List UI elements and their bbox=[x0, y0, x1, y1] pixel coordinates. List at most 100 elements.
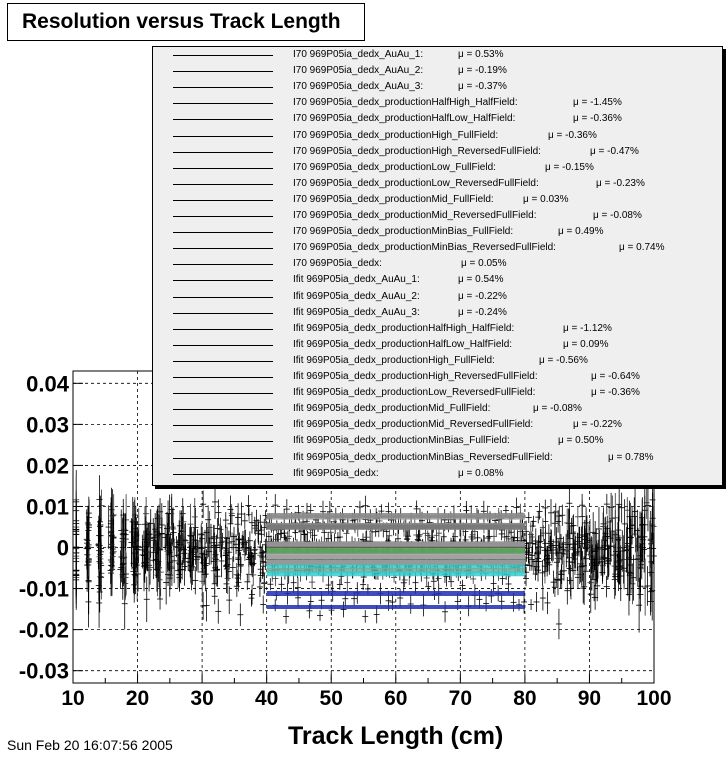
legend-mu-value: μ = -0.22% bbox=[458, 290, 507, 302]
legend-label: I70 969P05ia_dedx_productionHigh_FullFie… bbox=[293, 129, 499, 141]
legend-entry: Ifit 969P05ia_dedx_productionHalfHigh_Ha… bbox=[153, 321, 722, 337]
legend-label: I70 969P05ia_dedx_productionLow_Reversed… bbox=[293, 177, 539, 189]
legend-entry: Ifit 969P05ia_dedx_productionHigh_Revers… bbox=[153, 369, 722, 385]
legend-entry: I70 969P05ia_dedx_AuAu_3: μ = -0.37% bbox=[153, 79, 722, 95]
x-tick-label: 50 bbox=[320, 687, 343, 710]
legend-line-sample bbox=[173, 377, 273, 378]
legend-label: I70 969P05ia_dedx_productionHigh_Reverse… bbox=[293, 145, 541, 157]
chart-title-box: Resolution versus Track Length bbox=[7, 3, 365, 41]
legend-entry: I70 969P05ia_dedx_AuAu_1: μ = 0.53% bbox=[153, 47, 722, 63]
legend-entry: Ifit 969P05ia_dedx_productionHigh_FullFi… bbox=[153, 353, 722, 369]
x-tick-label: 30 bbox=[190, 687, 213, 710]
legend-entry: Ifit 969P05ia_dedx: μ = 0.08% bbox=[153, 466, 722, 482]
legend-mu-value: μ = 0.53% bbox=[458, 49, 504, 60]
legend-line-sample bbox=[173, 183, 273, 185]
legend-label: Ifit 969P05ia_dedx_productionMid_FullFie… bbox=[293, 403, 491, 415]
legend-label: Ifit 969P05ia_dedx_productionMinBias_Rev… bbox=[293, 451, 553, 463]
x-axis-label: Track Length (cm) bbox=[288, 722, 504, 750]
y-tick-label: 0.02 bbox=[26, 453, 69, 478]
legend-mu-value: μ = -0.36% bbox=[573, 113, 622, 125]
legend-label: Ifit 969P05ia_dedx: bbox=[293, 467, 379, 479]
y-tick-label: 0.04 bbox=[26, 371, 70, 396]
timestamp: Sun Feb 20 16:07:56 2005 bbox=[7, 737, 173, 753]
legend-mu-value: μ = 0.03% bbox=[523, 193, 569, 205]
legend-mu-value: μ = -0.64% bbox=[591, 371, 640, 382]
x-tick-label: 90 bbox=[578, 687, 601, 710]
legend-mu-value: μ = 0.08% bbox=[458, 467, 504, 479]
legend-label: I70 969P05ia_dedx_AuAu_1: bbox=[293, 49, 424, 60]
legend-line-sample bbox=[173, 199, 273, 201]
legend-mu-value: μ = -0.47% bbox=[590, 145, 639, 157]
x-tick-label: 40 bbox=[255, 687, 278, 710]
y-tick-label: 0.01 bbox=[26, 494, 69, 519]
legend-entry: I70 969P05ia_dedx_productionMid_FullFiel… bbox=[153, 192, 722, 208]
legend-mu-value: μ = -0.08% bbox=[533, 403, 582, 415]
legend-label: I70 969P05ia_dedx_productionLow_FullFiel… bbox=[293, 161, 496, 173]
legend-mu-value: μ = -0.23% bbox=[596, 177, 645, 189]
legend-entry: Ifit 969P05ia_dedx_productionMinBias_Rev… bbox=[153, 450, 722, 466]
legend-entry: I70 969P05ia_dedx_productionMinBias_Full… bbox=[153, 224, 722, 240]
legend-label: Ifit 969P05ia_dedx_productionLow_Reverse… bbox=[293, 387, 536, 399]
legend-entry: I70 969P05ia_dedx_productionHigh_Reverse… bbox=[153, 144, 722, 160]
y-tick-label: -0.02 bbox=[19, 618, 69, 643]
legend-entry: Ifit 969P05ia_dedx_productionHalfLow_Hal… bbox=[153, 337, 722, 353]
legend-label: Ifit 969P05ia_dedx_productionHalfLow_Hal… bbox=[293, 338, 513, 350]
legend-label: Ifit 969P05ia_dedx_productionMinBias_Ful… bbox=[293, 435, 510, 447]
legend-entry: Ifit 969P05ia_dedx_productionLow_Reverse… bbox=[153, 385, 722, 401]
legend-mu-value: μ = -0.08% bbox=[593, 210, 642, 221]
y-tick-label: 0.03 bbox=[26, 412, 69, 437]
legend-mu-value: μ = 0.09% bbox=[563, 338, 609, 350]
legend-mu-value: μ = -0.56% bbox=[539, 354, 588, 366]
legend-line-sample bbox=[173, 248, 273, 250]
legend-mu-value: μ = -0.24% bbox=[458, 306, 507, 318]
legend-label: Ifit 969P05ia_dedx_AuAu_3: bbox=[293, 306, 420, 318]
legend-mu-value: μ = 0.74% bbox=[619, 242, 665, 254]
legend-line-sample bbox=[173, 328, 273, 330]
y-tick-label: 0 bbox=[57, 536, 69, 561]
legend-label: I70 969P05ia_dedx: bbox=[293, 258, 382, 270]
legend-entry: I70 969P05ia_dedx_AuAu_2: μ = -0.19% bbox=[153, 63, 722, 79]
legend-line-sample bbox=[173, 393, 273, 395]
legend-entry: I70 969P05ia_dedx_productionMid_Reversed… bbox=[153, 208, 722, 224]
legend-mu-value: μ = -0.19% bbox=[458, 65, 507, 77]
legend-line-sample bbox=[173, 103, 273, 105]
legend-entry: Ifit 969P05ia_dedx_productionMinBias_Ful… bbox=[153, 433, 722, 449]
legend-entry: Ifit 969P05ia_dedx_AuAu_3: μ = -0.24% bbox=[153, 305, 722, 321]
legend-entry: I70 969P05ia_dedx_productionHalfHigh_Hal… bbox=[153, 95, 722, 111]
legend-entry: I70 969P05ia_dedx: μ = 0.05% bbox=[153, 256, 722, 272]
legend-entry: I70 969P05ia_dedx_productionLow_Reversed… bbox=[153, 176, 722, 192]
x-tick-label: 80 bbox=[513, 687, 536, 710]
legend: I70 969P05ia_dedx_AuAu_1: μ = 0.53% I70 96… bbox=[152, 46, 723, 486]
legend-mu-value: μ = -0.22% bbox=[573, 419, 622, 431]
legend-entry: Ifit 969P05ia_dedx_productionMid_FullFie… bbox=[153, 401, 722, 417]
legend-label: Ifit 969P05ia_dedx_AuAu_1: bbox=[293, 274, 420, 286]
legend-entry: I70 969P05ia_dedx_productionHigh_FullFie… bbox=[153, 128, 722, 144]
legend-line-sample bbox=[173, 280, 273, 282]
legend-line-sample bbox=[173, 87, 273, 89]
legend-label: I70 969P05ia_dedx_AuAu_3: bbox=[293, 81, 424, 93]
legend-line-sample bbox=[173, 232, 273, 234]
legend-entry: I70 969P05ia_dedx_productionLow_FullFiel… bbox=[153, 160, 722, 176]
legend-line-sample bbox=[173, 71, 273, 73]
legend-mu-value: μ = -0.15% bbox=[545, 161, 594, 173]
legend-mu-value: μ = 0.50% bbox=[558, 435, 604, 447]
legend-mu-value: μ = 0.78% bbox=[608, 451, 654, 463]
legend-mu-value: μ = 0.05% bbox=[461, 258, 507, 270]
legend-mu-value: μ = -0.37% bbox=[458, 81, 507, 93]
legend-line-sample bbox=[173, 360, 273, 362]
legend-label: I70 969P05ia_dedx_productionMid_Reversed… bbox=[293, 210, 537, 221]
legend-line-sample bbox=[173, 312, 273, 314]
legend-mu-value: μ = -0.36% bbox=[591, 387, 640, 399]
legend-line-sample bbox=[173, 216, 273, 217]
legend-label: Ifit 969P05ia_dedx_AuAu_2: bbox=[293, 290, 420, 302]
x-tick-label: 20 bbox=[126, 687, 149, 710]
legend-mu-value: μ = -1.45% bbox=[573, 97, 622, 109]
legend-entry: I70 969P05ia_dedx_productionMinBias_Reve… bbox=[153, 240, 722, 256]
legend-label: I70 969P05ia_dedx_productionMid_FullFiel… bbox=[293, 193, 494, 205]
legend-line-sample bbox=[173, 473, 273, 475]
chart-title: Resolution versus Track Length bbox=[22, 10, 341, 33]
y-tick-label: -0.01 bbox=[19, 577, 69, 602]
x-tick-label: 70 bbox=[449, 687, 472, 710]
legend-line-sample bbox=[173, 457, 273, 459]
legend-label: I70 969P05ia_dedx_productionHalfHigh_Hal… bbox=[293, 97, 518, 109]
